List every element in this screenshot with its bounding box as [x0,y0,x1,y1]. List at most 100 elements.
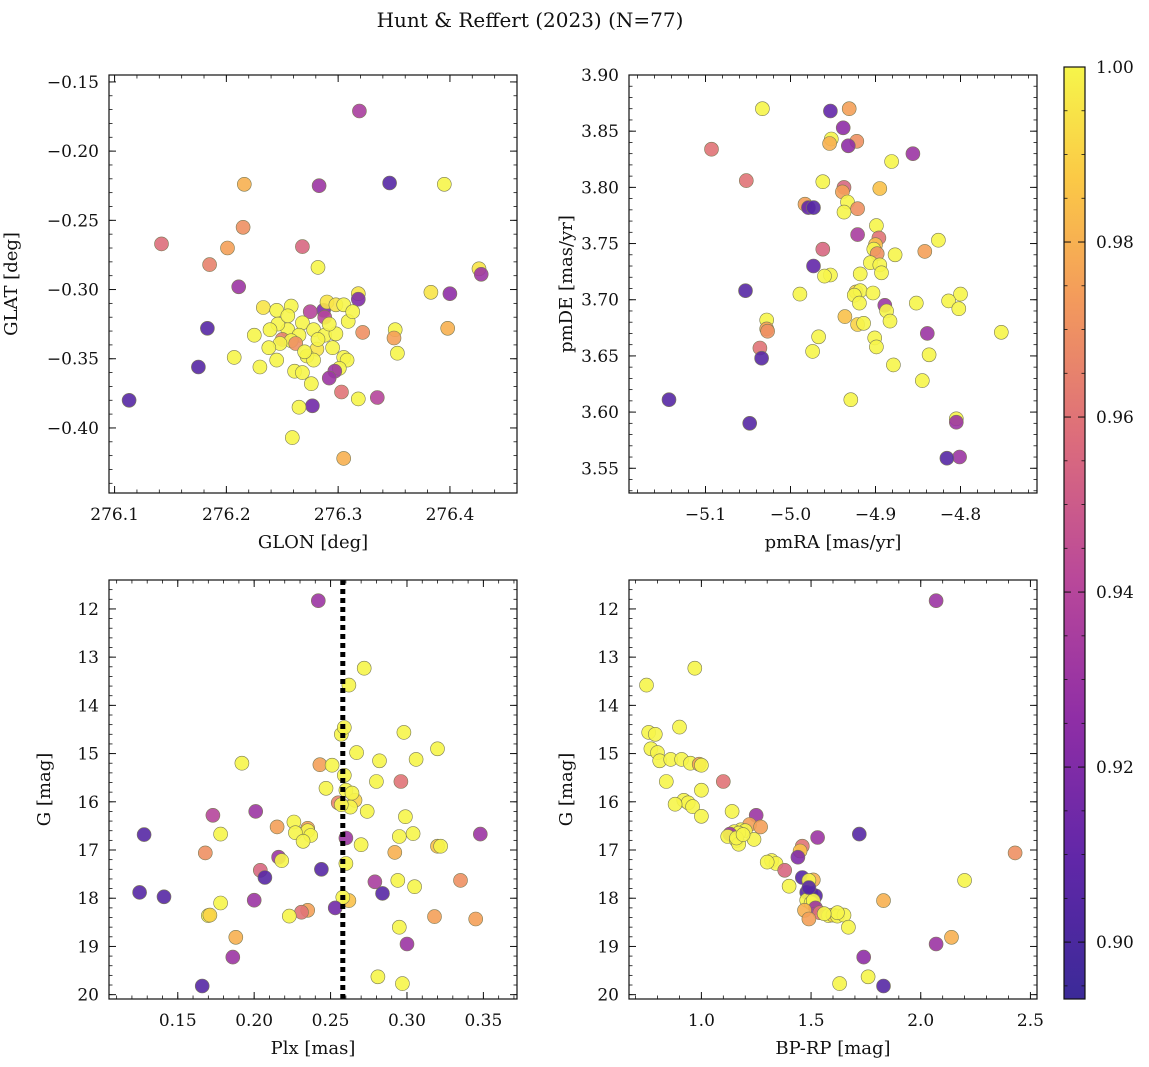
data-point [349,745,364,760]
y-tick-label: 20 [597,986,619,1006]
data-point [876,978,891,994]
data-point [295,239,310,254]
y-tick-label: 3.55 [581,459,619,479]
data-point [801,880,817,895]
plot-frame [628,579,1038,1000]
data-point [341,677,357,693]
data-point [931,232,946,248]
data-point [369,774,384,789]
data-point [759,854,775,870]
data-point [856,315,871,331]
data-point [921,347,937,363]
data-point [281,908,297,924]
colorbar-tick-label: 0.92 [1096,758,1134,778]
x-tick-label: 2.0 [907,1011,934,1031]
data-point [872,181,888,196]
data-point [295,365,310,380]
data-point [269,819,285,835]
data-point [396,725,412,740]
data-point [811,329,826,345]
data-point [928,936,944,952]
data-point [372,753,387,769]
data-point [191,359,206,375]
data-point [390,873,406,888]
data-point [121,392,137,408]
data-point [248,804,263,819]
data-point [306,352,321,368]
data-point [806,200,821,215]
data-point [194,978,210,994]
data-point [822,136,837,151]
data-point [672,719,687,735]
data-point [202,257,217,272]
data-point [882,313,898,329]
x-tick-label: −4.9 [855,505,896,525]
data-point [252,359,268,375]
y-tick-label: 3.85 [581,122,619,142]
data-point [647,726,663,742]
data-point [639,677,654,693]
data-point [295,833,311,849]
data-point [228,929,244,945]
y-tick-label: 15 [597,745,619,765]
y-tick-label: 3.65 [581,347,619,367]
data-point [742,415,758,431]
data-point [704,141,719,157]
data-point [835,120,851,136]
data-point [284,430,300,445]
y-tick-label: 18 [77,889,99,909]
colorbar-tick-label: 0.96 [1096,408,1134,428]
data-point [202,907,218,923]
plot-frame [108,579,518,1000]
data-point [255,300,271,315]
data-point [237,177,252,192]
data-point [905,146,921,161]
y-tick-label: −0.25 [47,211,99,231]
x-tick-label: 276.2 [202,505,251,525]
data-point [350,391,366,407]
data-point [694,782,709,798]
data-point [830,905,845,921]
data-point [886,357,901,373]
data-point [687,660,703,676]
y-tick-label: 15 [77,745,99,765]
x-tick-label: 0.25 [312,1011,350,1031]
y-tick-label: −0.40 [47,419,99,439]
plot-frame [628,74,1038,494]
y-tick-label: 3.60 [581,403,619,423]
data-point [405,826,421,841]
data-point [957,873,972,888]
data-point [948,414,964,430]
data-point [694,757,709,773]
data-point [850,227,865,242]
points [661,101,1009,466]
x-tick-label: 276.1 [90,505,139,525]
data-point [226,350,242,365]
data-point [336,451,352,466]
data-point [427,909,442,924]
data-point [247,327,262,343]
y-axis-label: pmDE [mas/yr] [556,215,577,353]
data-point [468,911,484,927]
data-point [205,807,221,823]
data-point [817,268,832,284]
data-point [810,830,825,845]
data-point [262,322,278,338]
data-point [790,849,806,865]
data-point [738,173,754,188]
data-point [993,324,1009,340]
y-axis-label: G [mag] [34,753,55,826]
y-tick-label: 20 [77,986,99,1006]
x-tick-label: 276.3 [314,505,363,525]
y-tick-label: 17 [597,841,619,861]
data-point [852,295,867,311]
data-point [887,247,903,263]
data-point [356,660,372,676]
data-point [473,266,489,282]
data-point [353,837,369,853]
data-point [246,892,262,908]
data-point [715,774,731,789]
panel-pmra-pmde: −5.1 −5.0 −4.9 −4.8 3.55 3.60 3.65 3.70 3.75 3.80… [556,66,1038,553]
data-point [951,301,967,317]
